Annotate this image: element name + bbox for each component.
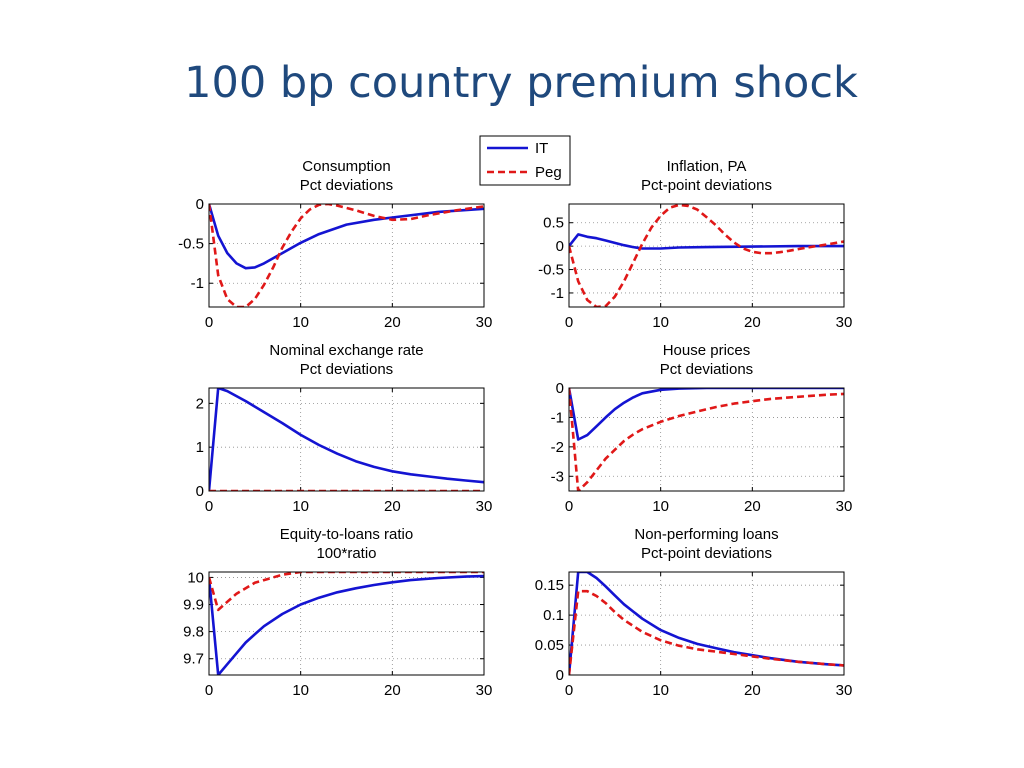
- axes-frame: [208, 203, 485, 308]
- subplot-4: 0 10 20 30 0 -1 -2 -3 House prices Pct deviations: [551, 342, 853, 515]
- series-line-peg: [569, 589, 844, 675]
- y-tick-label: 9.7: [183, 651, 204, 668]
- subplot-title-line-2: Pct-point deviations: [641, 177, 772, 194]
- y-tick-label: 9.8: [183, 624, 204, 641]
- axes-frame: [208, 571, 485, 676]
- y-tick-label: 0: [196, 196, 204, 213]
- subplot-title-line-2: Pct deviations: [660, 361, 753, 378]
- x-tick-label: 20: [744, 498, 761, 515]
- y-tick-label: -2: [551, 439, 564, 456]
- y-tick-label: -1: [551, 285, 564, 302]
- series-line-peg: [569, 388, 844, 491]
- subplot-6: 0 10 20 30 0.15 0.1 0.05 0 Non-performing loans P…: [535, 526, 853, 699]
- y-tick-label: 10: [187, 569, 204, 586]
- x-tick-label: 30: [476, 314, 493, 331]
- x-tick-label: 0: [565, 682, 573, 699]
- y-tick-label: 0: [556, 238, 564, 255]
- y-tick-label: 9.9: [183, 597, 204, 614]
- subplot-title-line-1: Nominal exchange rate: [269, 342, 423, 359]
- plot-area: [569, 204, 844, 307]
- subplot-title-line-2: 100*ratio: [316, 545, 376, 562]
- x-tick-label: 20: [744, 682, 761, 699]
- subplot-1: 0 10 20 30 0 -0.5 -1 Consumption Pct deviations: [178, 158, 492, 331]
- x-tick-label: 0: [205, 314, 213, 331]
- plot-area: [569, 572, 844, 675]
- x-tick-label: 30: [836, 314, 853, 331]
- y-tick-label: 1: [196, 439, 204, 456]
- subplot-title-line-1: Consumption: [302, 158, 390, 175]
- y-tick-label: -3: [551, 468, 564, 485]
- subplot-title-line-1: House prices: [663, 342, 751, 359]
- x-tick-label: 30: [476, 682, 493, 699]
- plot-area: [569, 388, 844, 491]
- x-tick-label: 30: [836, 498, 853, 515]
- y-tick-label: 2: [196, 395, 204, 412]
- subplot-title-line-1: Equity-to-loans ratio: [280, 526, 413, 543]
- x-tick-label: 10: [652, 682, 669, 699]
- series-line-it: [209, 574, 484, 675]
- series-line-peg: [209, 204, 484, 307]
- legend-label-it: IT: [535, 140, 548, 157]
- y-tick-label: -1: [551, 409, 564, 426]
- axes-frame: [568, 387, 845, 492]
- subplot-title-line-2: Pct-point deviations: [641, 545, 772, 562]
- series-line-it: [209, 388, 484, 491]
- plot-area: [209, 204, 484, 307]
- x-tick-label: 0: [205, 682, 213, 699]
- slide-title: 100 bp country premium shock: [184, 58, 858, 108]
- subplot-2: 0 10 20 30 0.5 0 -0.5 -1 Inflation, PA Pct-point …: [538, 158, 852, 331]
- x-tick-label: 0: [565, 314, 573, 331]
- x-tick-label: 0: [565, 498, 573, 515]
- subplot-title-line-1: Inflation, PA: [667, 158, 747, 175]
- x-tick-label: 20: [384, 682, 401, 699]
- x-tick-label: 20: [744, 314, 761, 331]
- axes-frame: [568, 203, 845, 308]
- y-tick-label: -0.5: [538, 262, 564, 279]
- subplot-title-line-1: Non-performing loans: [634, 526, 778, 543]
- x-tick-label: 10: [292, 682, 309, 699]
- x-tick-label: 10: [652, 314, 669, 331]
- y-tick-label: -0.5: [178, 236, 204, 253]
- x-tick-label: 10: [292, 498, 309, 515]
- x-tick-label: 30: [836, 682, 853, 699]
- x-tick-label: 30: [476, 498, 493, 515]
- subplot-title-line-2: Pct deviations: [300, 177, 393, 194]
- y-tick-label: 0.15: [535, 577, 564, 594]
- x-tick-label: 10: [652, 498, 669, 515]
- series-line-it: [569, 233, 844, 250]
- series-line-peg: [569, 204, 844, 307]
- legend: IT Peg: [479, 135, 571, 186]
- y-tick-label: 0.05: [535, 637, 564, 654]
- axes-frame: [568, 571, 845, 676]
- subplot-5: 0 10 20 30 10 9.9 9.8 9.7 Equity-to-loans ratio 1…: [183, 526, 492, 699]
- subplot-title-line-2: Pct deviations: [300, 361, 393, 378]
- y-tick-label: 0: [556, 380, 564, 397]
- y-tick-label: 0.5: [543, 215, 564, 232]
- y-tick-label: 0: [196, 483, 204, 500]
- y-tick-label: 0: [556, 667, 564, 684]
- series-line-it: [209, 204, 484, 270]
- y-tick-label: 0.1: [543, 607, 564, 624]
- x-tick-label: 20: [384, 314, 401, 331]
- plot-area: [209, 572, 484, 675]
- axes-frame: [208, 387, 485, 492]
- x-tick-label: 10: [292, 314, 309, 331]
- series-line-peg: [209, 572, 484, 612]
- x-tick-label: 20: [384, 498, 401, 515]
- legend-label-peg: Peg: [535, 164, 562, 181]
- x-tick-label: 0: [205, 498, 213, 515]
- y-tick-label: -1: [191, 275, 204, 292]
- legend-box: [479, 135, 571, 186]
